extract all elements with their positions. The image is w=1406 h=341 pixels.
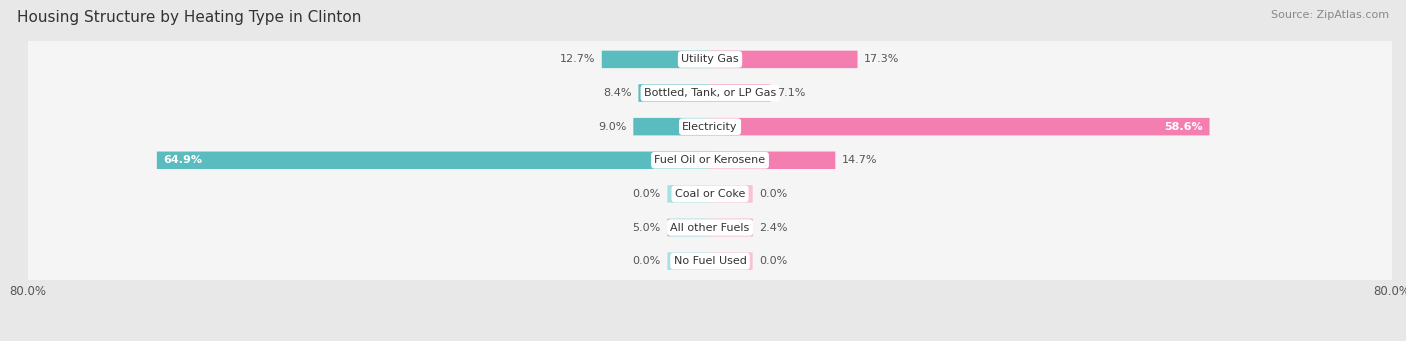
FancyBboxPatch shape — [25, 218, 1395, 304]
Text: 9.0%: 9.0% — [598, 122, 627, 132]
FancyBboxPatch shape — [602, 51, 710, 68]
FancyBboxPatch shape — [25, 16, 1395, 102]
FancyBboxPatch shape — [157, 151, 710, 169]
FancyBboxPatch shape — [710, 151, 835, 169]
Text: Source: ZipAtlas.com: Source: ZipAtlas.com — [1271, 10, 1389, 20]
Text: No Fuel Used: No Fuel Used — [673, 256, 747, 266]
FancyBboxPatch shape — [633, 118, 710, 135]
Text: 0.0%: 0.0% — [633, 256, 661, 266]
FancyBboxPatch shape — [25, 51, 1395, 135]
FancyBboxPatch shape — [25, 185, 1395, 270]
Text: 12.7%: 12.7% — [560, 55, 595, 64]
FancyBboxPatch shape — [25, 184, 1395, 270]
Text: All other Fuels: All other Fuels — [671, 223, 749, 233]
Text: 0.0%: 0.0% — [633, 189, 661, 199]
Text: Fuel Oil or Kerosene: Fuel Oil or Kerosene — [654, 155, 766, 165]
Text: 17.3%: 17.3% — [865, 55, 900, 64]
Text: 8.4%: 8.4% — [603, 88, 631, 98]
FancyBboxPatch shape — [25, 84, 1395, 170]
Text: Utility Gas: Utility Gas — [682, 55, 738, 64]
Text: Housing Structure by Heating Type in Clinton: Housing Structure by Heating Type in Cli… — [17, 10, 361, 25]
Text: 58.6%: 58.6% — [1164, 122, 1202, 132]
FancyBboxPatch shape — [25, 151, 1395, 237]
Text: 0.0%: 0.0% — [759, 256, 787, 266]
FancyBboxPatch shape — [710, 51, 858, 68]
Text: 5.0%: 5.0% — [633, 223, 661, 233]
FancyBboxPatch shape — [668, 252, 710, 270]
FancyBboxPatch shape — [668, 219, 710, 236]
FancyBboxPatch shape — [668, 185, 710, 203]
FancyBboxPatch shape — [25, 117, 1395, 203]
FancyBboxPatch shape — [25, 50, 1395, 136]
Text: Electricity: Electricity — [682, 122, 738, 132]
FancyBboxPatch shape — [25, 219, 1395, 303]
FancyBboxPatch shape — [638, 84, 710, 102]
Text: Bottled, Tank, or LP Gas: Bottled, Tank, or LP Gas — [644, 88, 776, 98]
Text: 64.9%: 64.9% — [163, 155, 202, 165]
FancyBboxPatch shape — [710, 84, 770, 102]
FancyBboxPatch shape — [710, 252, 752, 270]
FancyBboxPatch shape — [710, 118, 1209, 135]
FancyBboxPatch shape — [710, 185, 752, 203]
Text: 0.0%: 0.0% — [759, 189, 787, 199]
FancyBboxPatch shape — [25, 84, 1395, 169]
FancyBboxPatch shape — [710, 219, 752, 236]
Text: 2.4%: 2.4% — [759, 223, 787, 233]
FancyBboxPatch shape — [25, 151, 1395, 236]
Text: Coal or Coke: Coal or Coke — [675, 189, 745, 199]
FancyBboxPatch shape — [25, 17, 1395, 102]
Text: 7.1%: 7.1% — [778, 88, 806, 98]
FancyBboxPatch shape — [25, 118, 1395, 203]
Text: 14.7%: 14.7% — [842, 155, 877, 165]
